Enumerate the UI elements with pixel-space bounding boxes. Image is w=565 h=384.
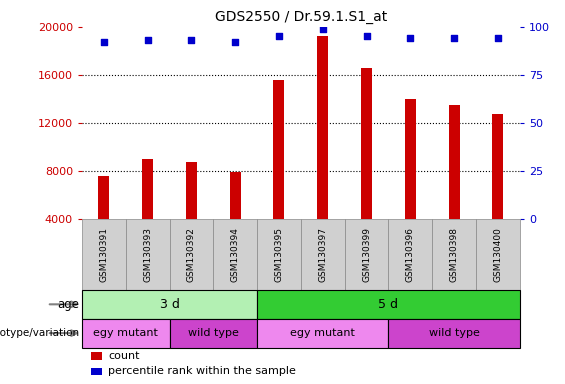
Text: egy mutant: egy mutant: [290, 328, 355, 338]
Title: GDS2550 / Dr.59.1.S1_at: GDS2550 / Dr.59.1.S1_at: [215, 10, 387, 25]
Bar: [361, 68, 372, 219]
Bar: [273, 79, 284, 219]
Bar: [90, 367, 102, 375]
Text: wild type: wild type: [429, 328, 480, 338]
Text: 5 d: 5 d: [379, 298, 398, 311]
Bar: [432, 219, 476, 290]
Bar: [98, 176, 109, 219]
Point: [450, 35, 459, 41]
Bar: [230, 172, 241, 219]
Text: GSM130395: GSM130395: [275, 227, 284, 282]
Bar: [301, 219, 345, 290]
Text: GSM130399: GSM130399: [362, 227, 371, 282]
Bar: [389, 219, 432, 290]
Text: GSM130396: GSM130396: [406, 227, 415, 282]
Bar: [257, 319, 389, 348]
Bar: [82, 319, 170, 348]
Bar: [493, 114, 503, 219]
Bar: [318, 36, 328, 219]
Text: wild type: wild type: [188, 328, 239, 338]
Point: [362, 33, 371, 40]
Text: genotype/variation: genotype/variation: [0, 328, 79, 338]
Bar: [476, 219, 520, 290]
Bar: [389, 319, 520, 348]
Text: percentile rank within the sample: percentile rank within the sample: [108, 366, 296, 376]
Bar: [125, 219, 170, 290]
Bar: [257, 219, 301, 290]
Point: [275, 33, 284, 40]
Point: [493, 35, 502, 41]
Point: [99, 39, 108, 45]
Text: GSM130397: GSM130397: [318, 227, 327, 282]
Text: 3 d: 3 d: [159, 298, 180, 311]
Bar: [214, 219, 257, 290]
Text: GSM130398: GSM130398: [450, 227, 459, 282]
Point: [406, 35, 415, 41]
Text: egy mutant: egy mutant: [93, 328, 158, 338]
Point: [143, 37, 152, 43]
Text: count: count: [108, 351, 140, 361]
Text: GSM130393: GSM130393: [143, 227, 152, 282]
Bar: [345, 219, 389, 290]
Bar: [170, 219, 214, 290]
Bar: [186, 162, 197, 219]
Bar: [449, 105, 459, 219]
Point: [187, 37, 196, 43]
Point: [231, 39, 240, 45]
Point: [318, 26, 327, 32]
Text: age: age: [57, 298, 79, 311]
Text: GSM130392: GSM130392: [187, 227, 196, 282]
Bar: [142, 159, 153, 219]
Bar: [405, 99, 416, 219]
Text: GSM130391: GSM130391: [99, 227, 108, 282]
Bar: [82, 290, 257, 319]
Bar: [90, 352, 102, 359]
Text: GSM130400: GSM130400: [493, 227, 502, 282]
Bar: [82, 219, 125, 290]
Text: GSM130394: GSM130394: [231, 227, 240, 282]
Bar: [170, 319, 257, 348]
Bar: [257, 290, 520, 319]
